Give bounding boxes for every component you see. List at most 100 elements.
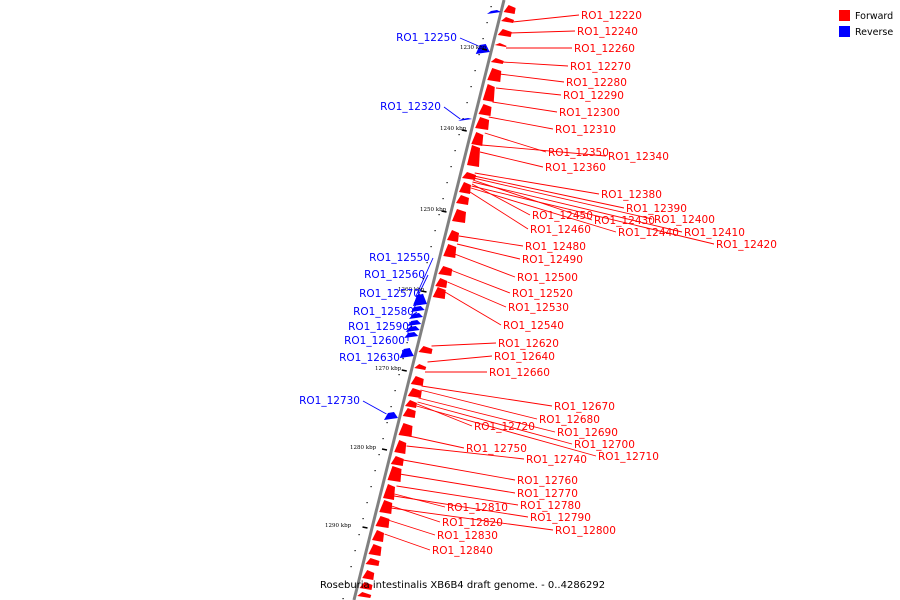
forward-gene-label[interactable]: RO1_12540 — [503, 320, 564, 332]
forward-gene-label[interactable]: RO1_12460 — [530, 224, 591, 236]
forward-leader-line — [427, 355, 493, 363]
forward-leader-line — [406, 445, 525, 460]
forward-gene-label[interactable]: RO1_12840 — [432, 545, 493, 557]
position-dot — [410, 326, 412, 328]
forward-gene-label[interactable]: RO1_12660 — [489, 367, 550, 379]
position-dot — [454, 150, 456, 152]
forward-gene-label[interactable]: RO1_12680 — [539, 414, 600, 426]
kbp-tick-mark — [461, 129, 467, 132]
forward-gene-label[interactable]: RO1_12300 — [559, 107, 620, 119]
forward-gene-label[interactable]: RO1_12810 — [447, 502, 508, 514]
forward-gene-label[interactable]: RO1_12420 — [716, 239, 777, 251]
forward-gene-block — [372, 530, 384, 542]
forward-gene-label[interactable]: RO1_12450 — [532, 210, 593, 222]
reverse-gene-label[interactable]: RO1_12550 — [369, 252, 430, 264]
reverse-leader-line — [459, 37, 479, 47]
reverse-gene-label[interactable]: RO1_12590 — [348, 321, 409, 333]
reverse-gene-block — [487, 10, 501, 14]
position-dot — [358, 534, 360, 536]
forward-gene-label[interactable]: RO1_12260 — [574, 43, 635, 55]
forward-gene-block — [475, 117, 490, 130]
legend: Forward Reverse — [839, 10, 893, 38]
forward-leader-line — [473, 177, 653, 220]
forward-gene-label[interactable]: RO1_12800 — [555, 525, 616, 537]
forward-gene-label[interactable]: RO1_12780 — [520, 500, 581, 512]
forward-leader-line — [456, 243, 521, 260]
forward-gene-label[interactable]: RO1_12830 — [437, 530, 498, 542]
forward-gene-label[interactable]: RO1_12220 — [581, 10, 642, 22]
forward-gene-label[interactable]: RO1_12750 — [466, 443, 527, 455]
forward-gene-label[interactable]: RO1_12500 — [517, 272, 578, 284]
forward-gene-label[interactable]: RO1_12740 — [526, 454, 587, 466]
position-dot — [478, 54, 480, 56]
reverse-gene-block — [458, 118, 473, 121]
position-dot — [370, 486, 372, 488]
forward-gene-label[interactable]: RO1_12490 — [522, 254, 583, 266]
forward-gene-label[interactable]: RO1_12240 — [577, 26, 638, 38]
reverse-gene-block — [407, 320, 422, 326]
forward-gene-label[interactable]: RO1_12310 — [555, 124, 616, 136]
kbp-tick-mark — [441, 210, 447, 213]
forward-gene-block — [402, 408, 416, 418]
forward-gene-block — [398, 423, 413, 437]
forward-gene-label[interactable]: RO1_12410 — [684, 227, 745, 239]
position-dot — [422, 278, 424, 280]
forward-gene-label[interactable]: RO1_12390 — [626, 203, 687, 215]
reverse-gene-label[interactable]: RO1_12600 — [344, 335, 405, 347]
position-dot — [346, 582, 348, 584]
kbp-tick-label: 1290 kbp — [325, 523, 352, 529]
forward-gene-label[interactable]: RO1_12280 — [566, 77, 627, 89]
position-dot — [486, 22, 488, 24]
reverse-gene-label[interactable]: RO1_12560 — [364, 269, 425, 281]
forward-gene-label[interactable]: RO1_12360 — [545, 162, 606, 174]
forward-gene-label[interactable]: RO1_12290 — [563, 90, 624, 102]
forward-leader-line — [421, 385, 553, 407]
reverse-gene-label[interactable]: RO1_12320 — [380, 101, 441, 113]
forward-leader-line — [447, 281, 507, 308]
position-dot — [390, 406, 392, 408]
forward-gene-label[interactable]: RO1_12620 — [498, 338, 559, 350]
forward-gene-label[interactable]: RO1_12350 — [548, 147, 609, 159]
forward-gene-label[interactable]: RO1_12640 — [494, 351, 555, 363]
forward-leader-line — [502, 61, 569, 67]
kbp-tick-mark — [481, 48, 488, 51]
forward-leader-line — [399, 473, 516, 494]
forward-gene-label[interactable]: RO1_12440 — [618, 227, 679, 239]
forward-gene-label[interactable]: RO1_12520 — [512, 288, 573, 300]
position-dot — [470, 86, 472, 88]
forward-gene-label[interactable]: RO1_12690 — [557, 427, 618, 439]
position-dot — [366, 502, 368, 504]
forward-gene-label[interactable]: RO1_12380 — [601, 189, 662, 201]
reverse-gene-label[interactable]: RO1_12730 — [299, 395, 360, 407]
forward-leader-line — [472, 181, 683, 233]
forward-leader-line — [384, 533, 431, 551]
forward-leader-line — [454, 253, 516, 278]
reverse-gene-label[interactable]: RO1_12250 — [396, 32, 457, 44]
forward-leader-line — [473, 175, 625, 209]
forward-gene-label[interactable]: RO1_12340 — [608, 151, 669, 163]
forward-gene-label[interactable]: RO1_12400 — [654, 214, 715, 226]
forward-gene-label[interactable]: RO1_12480 — [525, 241, 586, 253]
forward-leader-line — [509, 30, 576, 34]
forward-gene-label[interactable]: RO1_12720 — [474, 421, 535, 433]
reverse-gene-label[interactable]: RO1_12580 — [353, 306, 414, 318]
forward-gene-label[interactable]: RO1_12770 — [517, 488, 578, 500]
forward-gene-label[interactable]: RO1_12710 — [598, 451, 659, 463]
forward-gene-block — [447, 230, 459, 242]
forward-gene-label[interactable]: RO1_12430 — [594, 215, 655, 227]
forward-gene-label[interactable]: RO1_12700 — [574, 439, 635, 451]
reverse-gene-label[interactable]: RO1_12570 — [359, 288, 420, 300]
forward-leader-line — [390, 507, 554, 531]
forward-gene-label[interactable]: RO1_12670 — [554, 401, 615, 413]
reverse-gene-label[interactable]: RO1_12630 — [339, 352, 400, 364]
forward-gene-label[interactable]: RO1_12790 — [530, 512, 591, 524]
position-dot — [342, 598, 344, 600]
forward-leader-line — [471, 183, 531, 216]
forward-leader-line — [458, 235, 524, 247]
forward-gene-label[interactable]: RO1_12760 — [517, 475, 578, 487]
forward-gene-label[interactable]: RO1_12820 — [442, 517, 503, 529]
forward-leader-line — [512, 14, 580, 23]
forward-gene-label[interactable]: RO1_12270 — [570, 61, 631, 73]
forward-gene-block — [456, 195, 469, 205]
forward-gene-label[interactable]: RO1_12530 — [508, 302, 569, 314]
